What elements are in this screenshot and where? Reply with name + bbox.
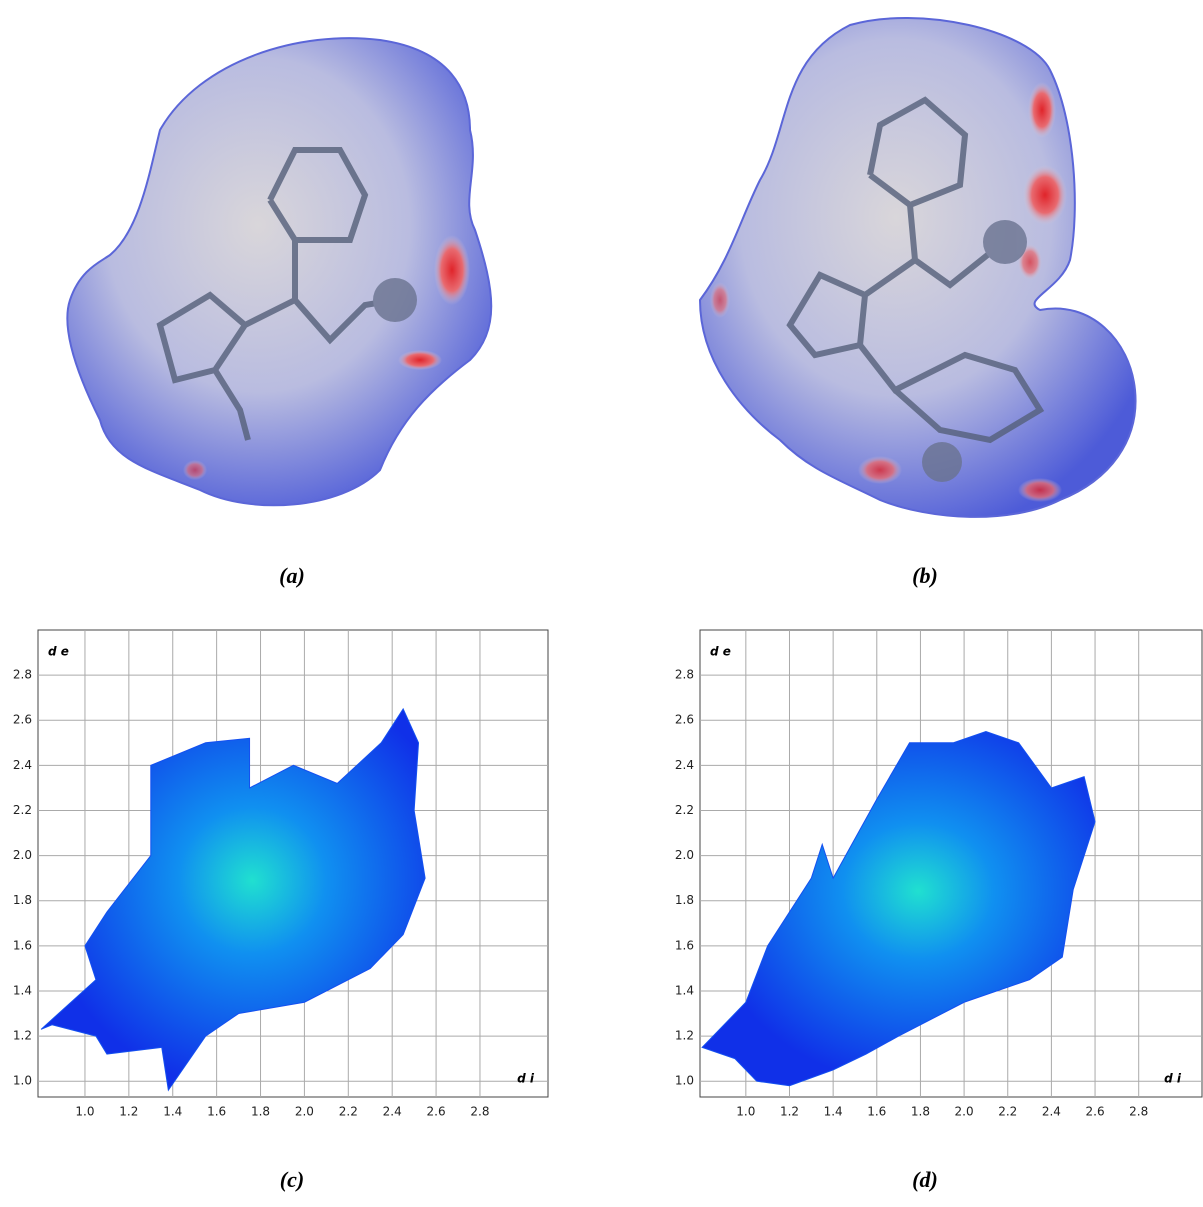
x-tick-label: 2.8 (470, 1105, 489, 1119)
x-tick-label: 2.6 (427, 1105, 446, 1119)
y-tick-label: 1.8 (675, 893, 694, 907)
x-tick-label: 2.0 (955, 1105, 974, 1119)
hirshfeld-surface-b (700, 18, 1136, 517)
x-tick-label: 2.2 (339, 1105, 358, 1119)
y-tick-label: 2.4 (675, 758, 694, 772)
y-axis-label: d e (710, 645, 731, 659)
y-tick-label: 2.0 (675, 848, 694, 862)
x-tick-label: 1.6 (207, 1105, 226, 1119)
x-tick-label: 1.0 (75, 1105, 94, 1119)
y-tick-label: 2.2 (675, 803, 694, 817)
x-tick-label: 2.2 (998, 1105, 1017, 1119)
panel-caption: (c) (280, 1167, 304, 1192)
x-tick-label: 1.4 (824, 1105, 843, 1119)
y-tick-label: 1.0 (675, 1074, 694, 1088)
y-axis-label: d e (48, 645, 69, 659)
y-tick-label: 1.4 (675, 983, 694, 997)
y-tick-label: 1.6 (13, 938, 32, 952)
x-tick-label: 1.2 (780, 1105, 799, 1119)
x-tick-label: 2.0 (295, 1105, 314, 1119)
y-tick-label: 1.4 (13, 983, 32, 997)
y-tick-label: 1.0 (13, 1074, 32, 1088)
x-tick-label: 1.8 (911, 1105, 930, 1119)
y-tick-label: 1.6 (675, 938, 694, 952)
x-tick-label: 2.8 (1129, 1105, 1148, 1119)
y-tick-label: 1.2 (675, 1029, 694, 1043)
y-tick-label: 2.6 (13, 713, 32, 727)
panel-caption: (d) (912, 1167, 938, 1192)
x-tick-label: 1.8 (251, 1105, 270, 1119)
x-tick-label: 2.4 (1042, 1105, 1061, 1119)
x-tick-label: 2.4 (383, 1105, 402, 1119)
x-tick-label: 1.0 (736, 1105, 755, 1119)
panel-caption: (b) (912, 563, 938, 588)
y-tick-label: 2.8 (675, 668, 694, 682)
x-axis-label: d i (517, 1072, 535, 1086)
x-tick-label: 1.2 (119, 1105, 138, 1119)
y-tick-label: 2.2 (13, 803, 32, 817)
y-tick-label: 2.6 (675, 713, 694, 727)
x-tick-label: 1.6 (867, 1105, 886, 1119)
x-tick-label: 1.4 (163, 1105, 182, 1119)
y-tick-label: 2.0 (13, 848, 32, 862)
figure: (a) (b) 1.0 1.2 1.4 1.6 1.8 2.0 2.2 2.4 2.6 2.8 1.… (0, 0, 1203, 1207)
y-tick-label: 1.2 (13, 1029, 32, 1043)
y-tick-label: 1.8 (13, 893, 32, 907)
y-tick-label: 2.4 (13, 758, 32, 772)
panel-caption: (a) (279, 563, 305, 588)
x-axis-label: d i (1164, 1072, 1182, 1086)
y-tick-label: 2.8 (13, 668, 32, 682)
x-tick-label: 2.6 (1086, 1105, 1105, 1119)
hirshfeld-surface-a (67, 38, 491, 505)
